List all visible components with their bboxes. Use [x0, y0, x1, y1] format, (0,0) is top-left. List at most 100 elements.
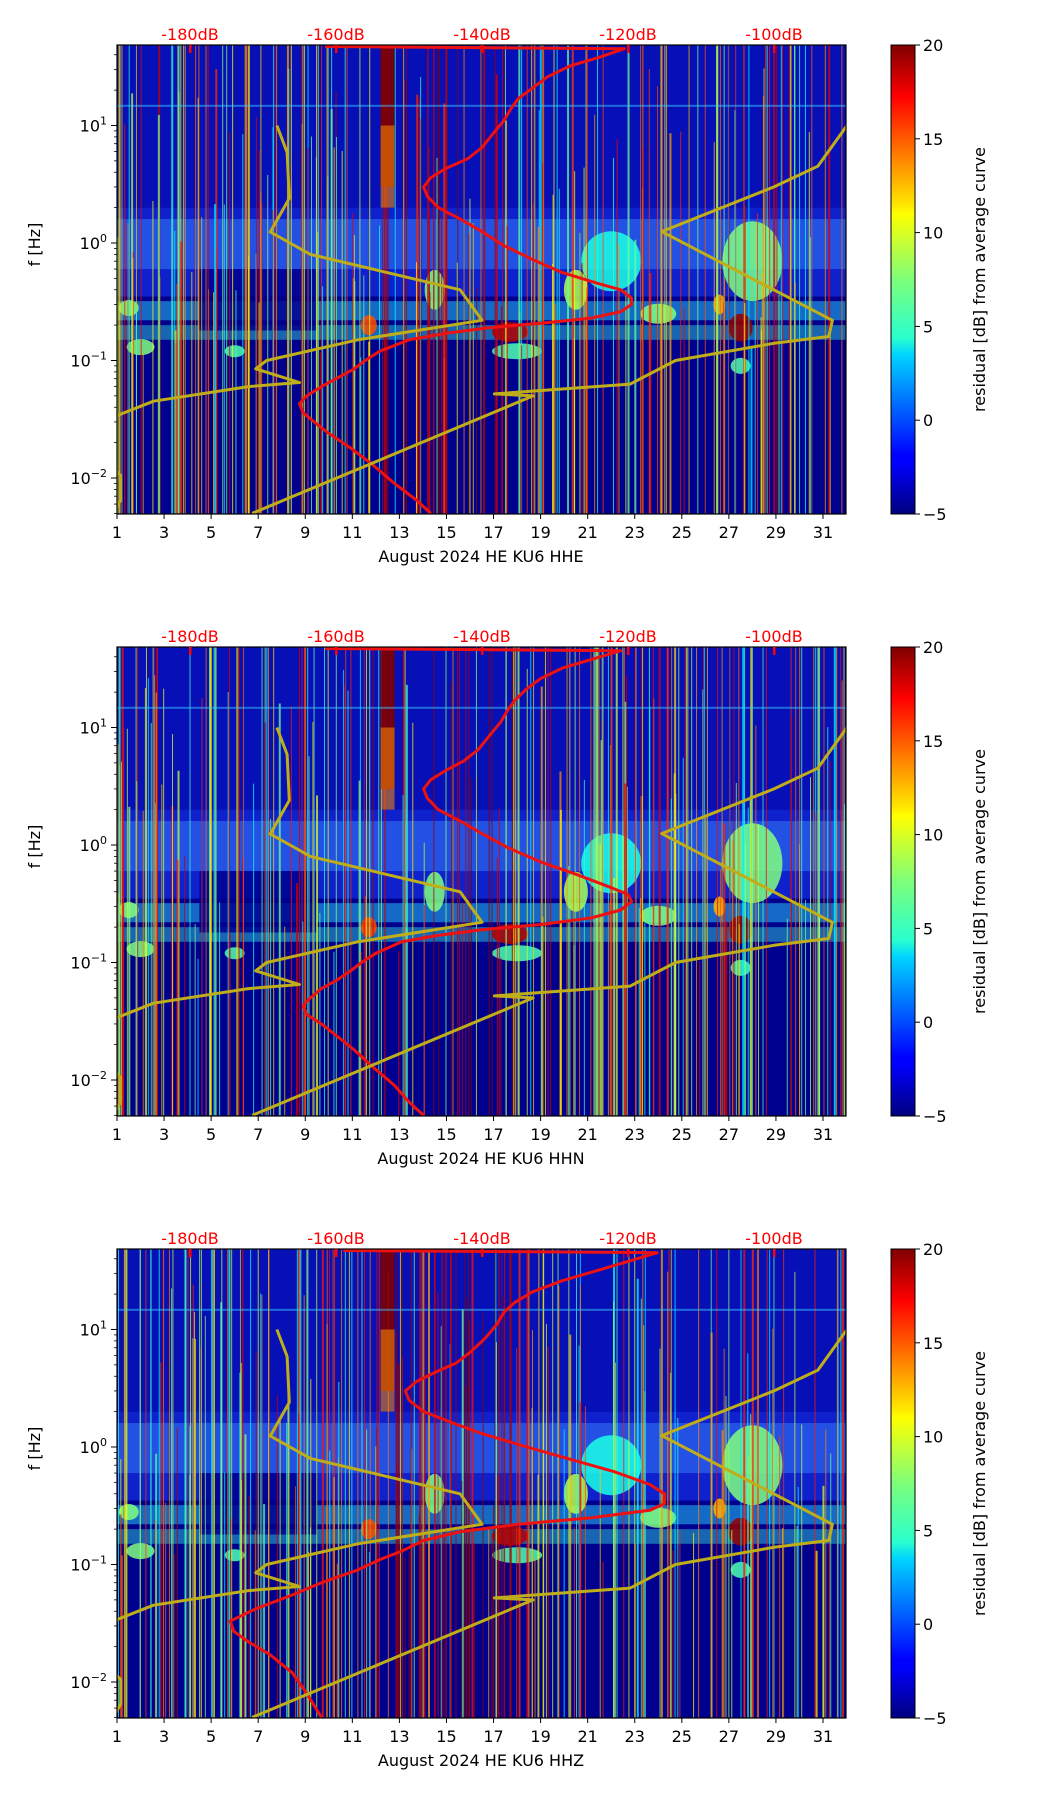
- spectrogram-stripe: [322, 286, 324, 514]
- spectrogram-stripe: [242, 857, 244, 1116]
- spectrogram-stripe: [239, 1249, 241, 1718]
- spectrogram-stripe: [180, 241, 183, 514]
- spectrogram-stripe: [117, 1249, 119, 1718]
- x-tick-label: 1: [112, 1125, 122, 1144]
- spectrogram-stripe: [500, 957, 502, 1116]
- x-tick-label: 29: [766, 1125, 786, 1144]
- spectrogram-stripe: [509, 1249, 511, 1718]
- colorbar-tick-label: 5: [923, 919, 933, 938]
- spectrogram-stripe: [327, 45, 329, 514]
- spectrogram-stripe: [402, 795, 404, 1116]
- spectrogram-stripe: [236, 647, 238, 1116]
- spectrogram-stripe: [384, 647, 386, 1116]
- spectrogram-stripe: [363, 275, 365, 514]
- spectrogram-stripe: [779, 1436, 781, 1718]
- spectrogram-stripe: [135, 45, 137, 514]
- spectrogram-blob: [224, 947, 245, 960]
- spectrogram-stripe: [204, 1316, 206, 1718]
- x-tick-label: 9: [300, 1125, 310, 1144]
- spectrogram-stripe: [403, 80, 405, 514]
- spectrogram-stripe: [758, 824, 760, 1116]
- spectrogram-stripe: [416, 94, 419, 514]
- colorbar-tick-label: 20: [923, 1240, 943, 1259]
- spectrogram-stripe: [332, 1249, 334, 1718]
- spectrogram-stripe: [155, 692, 157, 1116]
- spectrogram-stripe: [810, 777, 812, 1116]
- spectrogram-stripe: [602, 45, 604, 514]
- spectrogram-stripe: [805, 900, 807, 1116]
- x-tick-label: 13: [389, 1125, 409, 1144]
- spectrogram-stripe: [310, 136, 312, 514]
- db-tick: [335, 1249, 338, 1257]
- spectrogram-stripe: [198, 45, 200, 514]
- spectrogram-stripe: [794, 282, 796, 514]
- spectrogram-stripe: [213, 292, 215, 514]
- spectrogram-stripe: [723, 822, 726, 1116]
- spectrogram-stripe: [150, 722, 152, 1116]
- panel-hhn: -180dB -160dB -140dB -120dB -100dB Augus…: [25, 627, 989, 1168]
- spectrogram-stripe: [434, 1249, 436, 1718]
- spectrogram-stripe: [568, 1249, 570, 1718]
- spectrogram-stripe: [698, 1249, 700, 1718]
- spectrogram-stripe: [765, 647, 767, 1116]
- spectrogram-stripe: [609, 745, 611, 1116]
- spectrogram-stripe: [552, 1249, 554, 1718]
- spectrogram-stripe: [636, 1278, 639, 1718]
- spectrogram-stripe: [639, 898, 641, 1116]
- db-tick: [773, 45, 776, 53]
- spectrogram-stripe: [728, 45, 730, 514]
- spectrogram-stripe: [247, 45, 250, 514]
- spectrogram-stripe: [643, 1325, 645, 1718]
- spectrogram-stripe: [781, 45, 783, 514]
- colorbar-tick-label: 0: [923, 411, 933, 430]
- x-tick-label: 19: [530, 1727, 550, 1746]
- db-tick: [481, 1249, 484, 1257]
- spectrogram-stripe: [260, 1293, 262, 1718]
- spectrogram-stripe: [480, 45, 482, 514]
- spectrogram-stripe: [660, 1249, 663, 1718]
- panel-hhe: -180dB -160dB -140dB -120dB -100dB Augus…: [25, 25, 989, 566]
- spectrogram-stripe: [794, 1271, 796, 1718]
- spectrogram-stripe: [360, 951, 362, 1116]
- spectrogram-stripe: [299, 1249, 302, 1718]
- db-tick: [627, 1249, 630, 1257]
- spectrogram-stripe: [528, 1249, 530, 1718]
- spectrogram-stripe: [229, 934, 231, 1116]
- spectrogram-stripe: [312, 721, 314, 1116]
- spectrogram-stripe: [308, 756, 310, 1116]
- colorbar: [890, 1248, 916, 1719]
- colorbar-label: residual [dB] from average curve: [970, 1351, 989, 1616]
- db-label: -100dB: [745, 627, 802, 646]
- spectrogram-stripe: [364, 1249, 366, 1718]
- spectrogram-stripe: [190, 1249, 192, 1718]
- spectrogram-stripe: [640, 647, 642, 1116]
- spectrogram-line: [117, 706, 846, 709]
- x-tick-label: 15: [436, 523, 456, 542]
- spectrogram-stripe: [171, 734, 173, 1116]
- spectrogram-stripe: [301, 647, 303, 1116]
- spectrogram-stripe: [729, 647, 731, 1116]
- spectrogram-stripe: [703, 647, 705, 1116]
- spectrogram-stripe: [495, 1342, 497, 1718]
- spectrogram-stripe: [697, 45, 699, 514]
- spectrogram-stripe: [306, 1249, 309, 1718]
- spectrogram-blob: [581, 231, 642, 292]
- spectrogram-stripe: [841, 680, 843, 1116]
- spectrogram-stripe: [267, 647, 269, 1116]
- spectrogram-stripe: [365, 647, 367, 1116]
- spectrogram-stripe: [517, 647, 520, 1116]
- spectrogram-stripe: [434, 1249, 436, 1718]
- spectrogram-stripe: [503, 1296, 505, 1718]
- x-tick-label: 3: [159, 523, 169, 542]
- spectrogram-stripe: [506, 225, 508, 514]
- spectrogram-stripe: [191, 272, 193, 514]
- spectrogram-stripe: [399, 1249, 401, 1718]
- spectrogram-stripe: [201, 217, 203, 514]
- spectrogram-stripe: [360, 357, 362, 514]
- colorbar-tick-label: 5: [923, 1521, 933, 1540]
- spectrogram-stripe: [420, 118, 422, 514]
- spectrogram-stripe: [237, 647, 239, 1116]
- spectrogram-stripe: [380, 727, 395, 810]
- colorbar-label: residual [dB] from average curve: [970, 147, 989, 412]
- spectrogram-stripe: [228, 647, 230, 1116]
